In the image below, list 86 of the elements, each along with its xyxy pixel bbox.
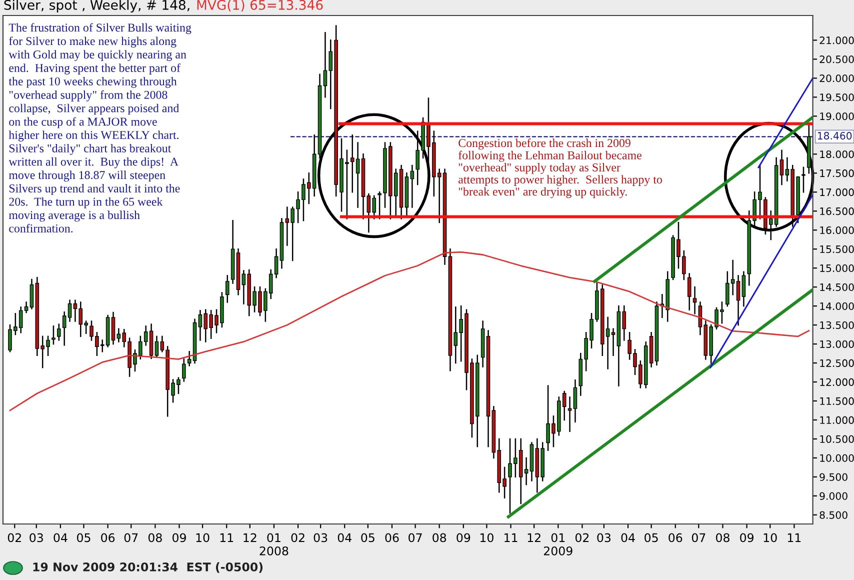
y-tick-label: 11.500 <box>820 397 854 405</box>
candlestick <box>187 350 192 366</box>
y-tick-label: 15.500 <box>820 245 854 254</box>
x-tick-label: 12 <box>528 533 540 542</box>
y-tick-label: 15.000 <box>820 264 854 272</box>
candlestick <box>780 150 784 186</box>
x-tick-label: 08 <box>432 533 446 542</box>
candlestick <box>111 312 116 345</box>
x-tick-label: 09 <box>172 533 186 542</box>
x-tick-label: 06 <box>101 533 115 542</box>
candlestick <box>742 271 746 307</box>
x-tick-label: 06 <box>385 533 399 542</box>
x-tick-label: 04 <box>338 533 352 542</box>
candlestick <box>611 328 616 356</box>
x-tick-label: 10 <box>196 533 210 542</box>
x-tick-label: 01 2008 <box>260 533 288 556</box>
x-tick-label: 08 <box>716 533 730 542</box>
x-tick-label: 02 <box>8 533 21 542</box>
x-tick-label: 11 <box>788 533 801 542</box>
y-tick-label: 11.000 <box>820 416 854 424</box>
x-tick-label: 08 <box>148 533 162 542</box>
x-tick-label: 03 <box>314 533 328 542</box>
candlestick <box>410 164 414 208</box>
x-tick-label: 11 <box>220 533 234 542</box>
x-tick-label: 05 <box>361 533 374 542</box>
y-tick-label: 12.500 <box>820 359 854 367</box>
y-tick-label: 16.000 <box>820 226 854 234</box>
x-tick-label: 01 2009 <box>544 533 572 556</box>
x-tick-label: 07 <box>692 533 706 542</box>
y-tick-label: 20.500 <box>820 56 854 64</box>
candlestick <box>154 336 159 358</box>
x-tick-label: 05 <box>77 533 90 542</box>
ref-line-label: 18.460 <box>818 132 852 140</box>
x-tick-label: 02 <box>575 533 589 542</box>
text: 19 Nov 2009 20:01:34 EST (-0500) <box>33 562 263 573</box>
y-tick-label: 17.000 <box>820 188 854 196</box>
x-tick-label: 05 <box>644 533 658 542</box>
y-tick-label: 14.000 <box>820 302 854 310</box>
x-tick-label: 11 <box>504 533 518 542</box>
line-series <box>9 251 810 412</box>
y-tick-label: 16.500 <box>820 207 854 216</box>
y-tick-label: 14.500 <box>820 283 854 292</box>
x-tick-label: 04 <box>54 533 68 542</box>
text: MVG(1) 65=13.346 <box>197 0 323 12</box>
x-tick-label: 02 <box>291 533 304 542</box>
x-tick-label: 07 <box>408 533 422 542</box>
y-tick-label: 10.000 <box>820 454 854 462</box>
candlestick <box>68 300 72 322</box>
x-tick-label: 03 <box>30 533 43 542</box>
text: The frustration of Silver Bulls waiting for Silver to make new highs along with Gold may be quickly nearing an end. Having spent the better part of the past 10 weeks chewing through "overhead supply" from the 2008 collapse, Silver appears poised and on the cusp of a MAJOR move higher here on this WEEKLY chart. Silver's "daily" chart has breakout written all over it. Buy the dips! A move through 18.87 will steepen Silvers up trend and vault it into the 20s. The turn up in the 65 week moving average is a bullish confirmation. <box>8 23 192 232</box>
candlestick <box>52 326 56 345</box>
candlestick <box>568 396 572 432</box>
x-tick-label: 06 <box>668 533 682 542</box>
x-tick-label: 09 <box>740 533 754 542</box>
y-tick-label: 18.000 <box>820 150 854 158</box>
candlestick <box>687 273 692 310</box>
candlestick <box>57 324 61 341</box>
x-tick-label: 10 <box>764 533 777 542</box>
annotation: Congestion before the crash in 2009 following the Lehman Bailout became "overhead" supply today as Silver attempts to power higher. Sellers happy to "break even" are drying up quickly. <box>458 138 662 198</box>
x-tick-label: 07 <box>124 533 138 542</box>
x-tick-label: 03 <box>597 533 611 542</box>
y-tick-label: 9.000 <box>820 492 848 500</box>
candlestick <box>573 379 578 422</box>
candlestick <box>30 278 34 310</box>
y-tick-label: 9.500 <box>820 473 848 481</box>
candlestick <box>182 358 186 382</box>
y-tick-label: 17.500 <box>820 169 854 178</box>
y-tick-label: 13.500 <box>820 321 854 329</box>
chart-title: Silver, spot , Weekly, # 148, <box>4 0 190 12</box>
candlestick <box>378 191 382 220</box>
candlestick <box>62 311 66 346</box>
y-tick-label: 13.000 <box>820 340 854 348</box>
candlestick <box>225 275 230 303</box>
y-tick-label: 8.500 <box>820 511 848 519</box>
candlestick <box>736 275 740 326</box>
y-tick-label: 10.500 <box>820 435 854 443</box>
x-tick-label: 09 <box>456 533 470 542</box>
y-tick-label: 12.000 <box>820 378 854 386</box>
x-tick-label: 04 <box>621 533 635 542</box>
candlestick <box>692 286 697 314</box>
y-tick-label: 19.000 <box>820 112 854 120</box>
y-tick-label: 19.500 <box>820 93 854 102</box>
x-tick-label: 12 <box>244 533 256 542</box>
x-tick-label: 10 <box>480 533 494 542</box>
y-tick-label: 21.000 <box>820 36 854 44</box>
y-tick-label: 20.000 <box>820 74 854 82</box>
